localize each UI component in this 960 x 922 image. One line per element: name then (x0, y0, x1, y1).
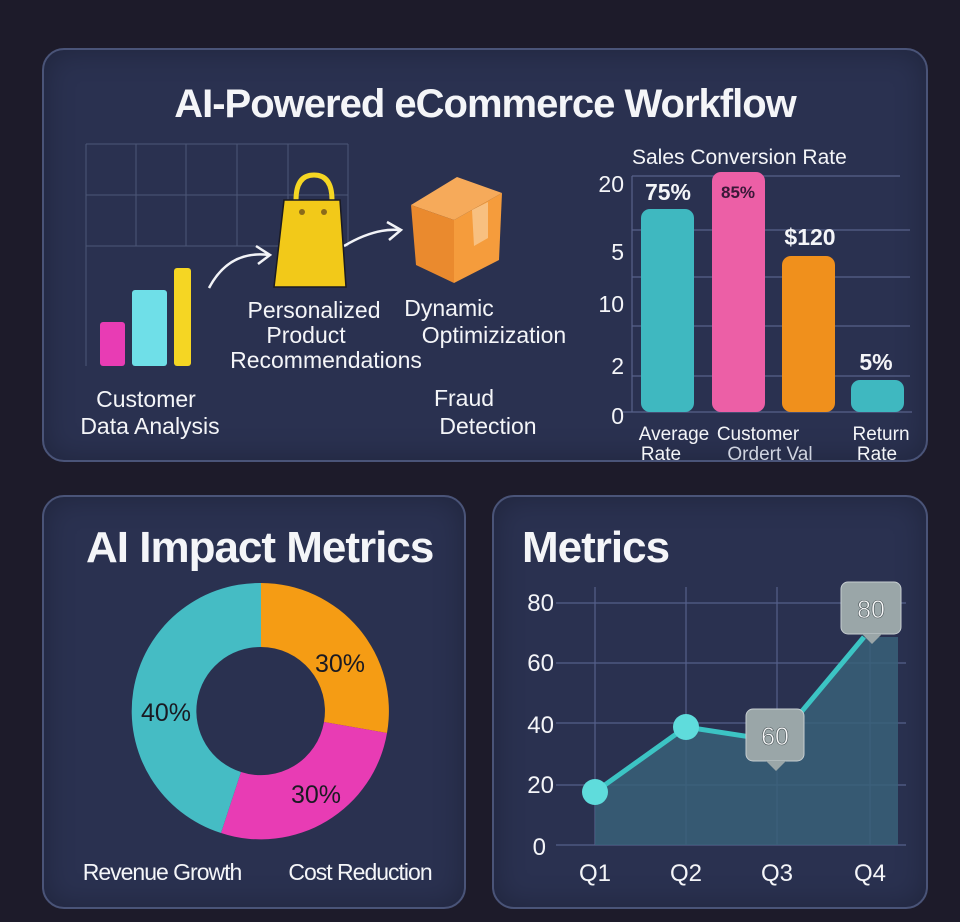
metrics-panel: Metrics 60 80 80 60 40 20 0 (492, 495, 928, 909)
sales-conversion-chart: Sales Conversion Rate 20 5 10 2 0 (598, 146, 912, 465)
impact-metrics-panel: AI Impact Metrics 30% 30% 40% Revenue Gr… (42, 495, 466, 909)
tooltip-q4: 80 (840, 581, 902, 644)
shopping-bag-icon (273, 172, 347, 288)
svg-text:Optimizization: Optimizization (422, 322, 566, 348)
svg-text:Dynamic: Dynamic (404, 295, 493, 321)
svg-text:Cost Reduction: Cost Reduction (288, 859, 431, 885)
svg-text:Q4: Q4 (854, 860, 886, 887)
svg-text:20: 20 (527, 772, 554, 799)
bar (851, 380, 904, 412)
svg-text:85%: 85% (721, 183, 755, 202)
data-point (673, 714, 699, 740)
svg-text:30%: 30% (315, 650, 365, 678)
slice-orange (261, 583, 389, 733)
svg-text:Customer: Customer (96, 386, 196, 412)
bar (782, 256, 835, 412)
svg-text:40%: 40% (141, 699, 191, 727)
bar (712, 172, 765, 412)
svg-text:5: 5 (611, 239, 624, 265)
svg-text:60: 60 (527, 650, 554, 677)
donut-chart: 30% 30% 40% Revenue Growth Cost Reductio… (83, 582, 433, 885)
slice-teal (131, 582, 261, 833)
line-chart: 60 80 80 60 40 20 0 Q1 Q2 Q3 Q4 (527, 581, 906, 887)
background-grid (85, 143, 349, 366)
svg-text:$120: $120 (784, 224, 835, 250)
svg-text:80: 80 (857, 596, 885, 624)
arrow-icon (207, 220, 404, 289)
svg-text:Revenue Growth: Revenue Growth (83, 859, 242, 885)
svg-text:0: 0 (611, 403, 624, 429)
svg-text:80: 80 (527, 590, 554, 617)
svg-text:Customer: Customer (717, 424, 800, 445)
bar-chart-icon (100, 268, 191, 366)
svg-text:Fraud: Fraud (434, 385, 494, 411)
svg-text:10: 10 (598, 291, 624, 317)
svg-text:0: 0 (533, 834, 546, 861)
svg-text:Rate: Rate (857, 444, 897, 465)
tooltip-q3: 60 (745, 708, 805, 771)
svg-text:75%: 75% (645, 179, 691, 205)
data-point (582, 779, 608, 805)
svg-text:Product: Product (266, 322, 346, 348)
svg-text:Personalized: Personalized (248, 297, 381, 323)
svg-text:Rate: Rate (641, 444, 681, 465)
svg-text:Average: Average (639, 424, 709, 445)
svg-text:60: 60 (761, 723, 789, 751)
svg-text:Q2: Q2 (670, 860, 702, 887)
svg-text:Detection: Detection (439, 413, 536, 439)
svg-text:Sales Conversion Rate: Sales Conversion Rate (632, 146, 847, 169)
svg-text:Q3: Q3 (761, 860, 793, 887)
svg-text:40: 40 (527, 712, 554, 739)
box-icon (411, 177, 502, 283)
workflow-panel: AI-Powered eCommerce Workflow (42, 48, 928, 465)
impact-metrics-title: AI Impact Metrics (86, 523, 434, 572)
svg-text:Q1: Q1 (579, 860, 611, 887)
workflow-title: AI-Powered eCommerce Workflow (174, 82, 797, 126)
svg-text:Return: Return (852, 424, 909, 445)
slice-magenta (221, 722, 387, 840)
svg-text:30%: 30% (291, 781, 341, 809)
svg-text:Ordert Val: Ordert Val (727, 444, 812, 465)
svg-text:Recommendations: Recommendations (230, 347, 422, 373)
svg-text:5%: 5% (859, 349, 892, 375)
trend-line (593, 635, 866, 795)
workflow-diagram: Personalized Product Recommendations Dyn… (80, 143, 912, 465)
bar (641, 209, 694, 412)
metrics-title: Metrics (522, 523, 670, 572)
svg-text:Data Analysis: Data Analysis (80, 413, 219, 439)
step-label: Personalized (248, 297, 381, 323)
svg-text:2: 2 (611, 353, 624, 379)
svg-text:20: 20 (598, 171, 624, 197)
